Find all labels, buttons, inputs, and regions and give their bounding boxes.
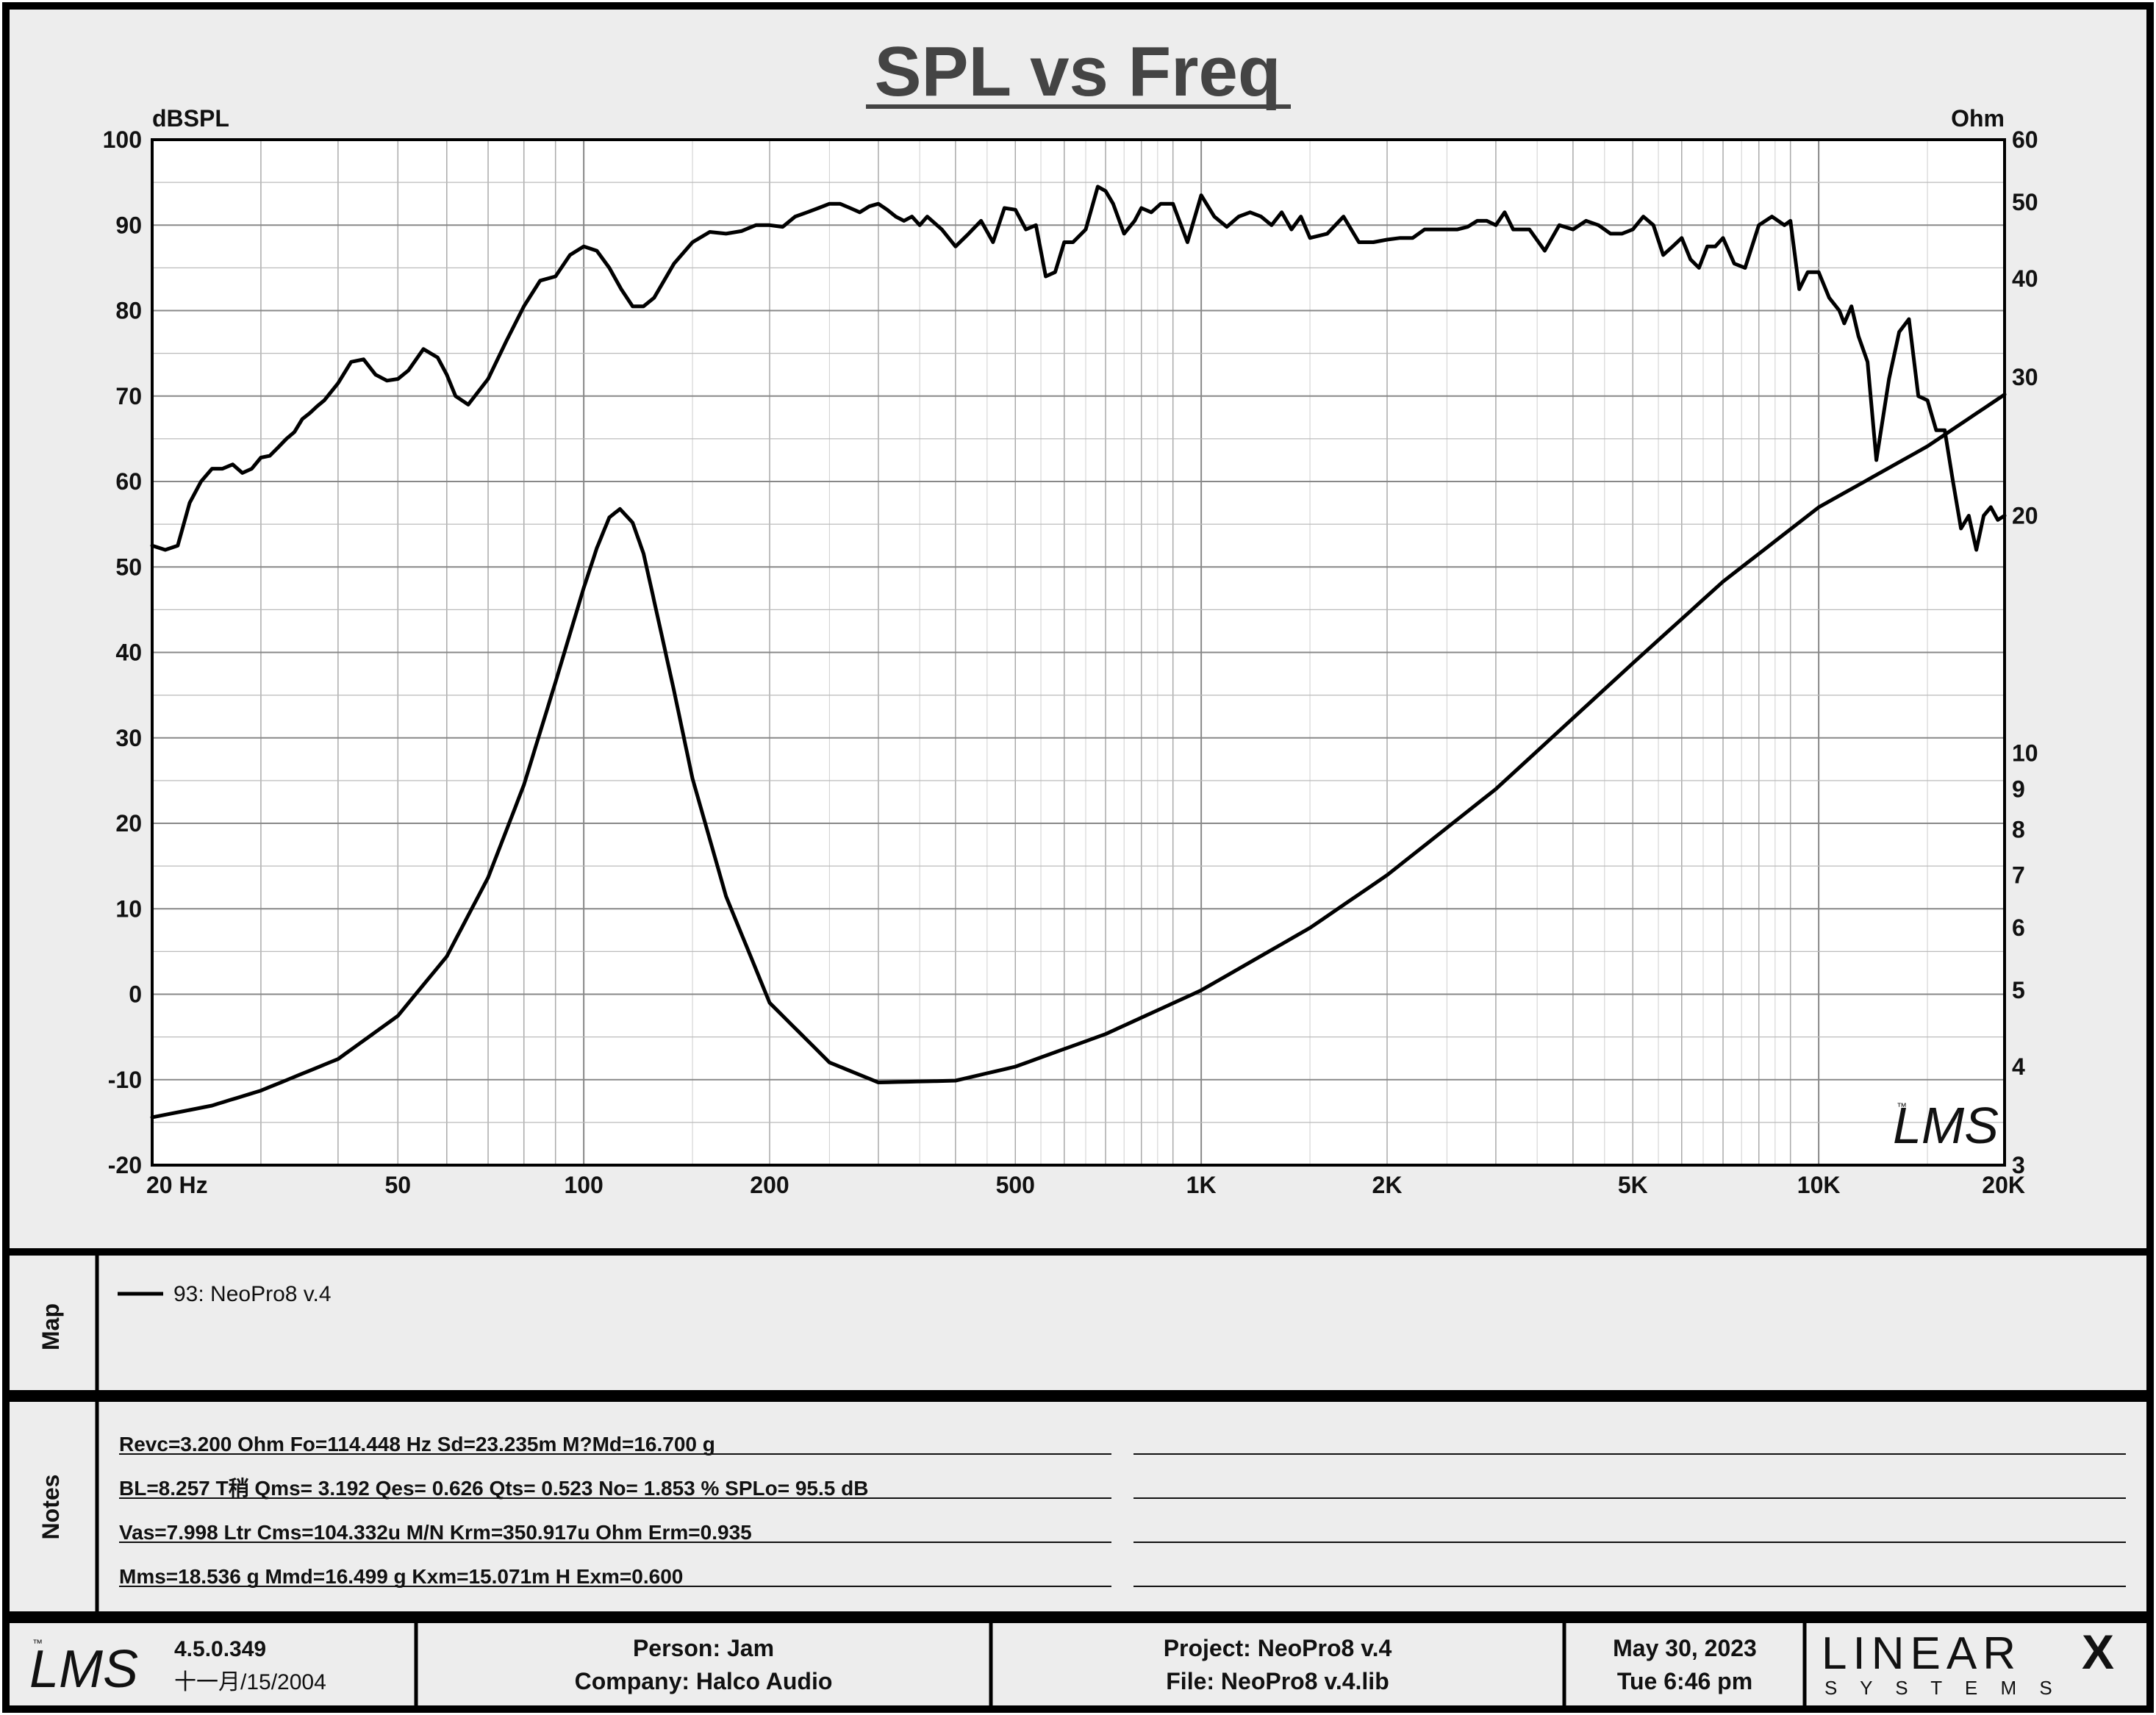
chart-title: SPL vs Freq [874, 32, 1281, 111]
note-line-1: Revc=3.200 Ohm Fo=114.448 Hz Sd=23.235m … [119, 1433, 715, 1456]
y-right-tick-label: 10 [2012, 740, 2038, 766]
project-text: Project: NeoPro8 v.4 [1164, 1635, 1392, 1661]
y-right-tick-label: 40 [2012, 265, 2038, 292]
y-left-tick-label: -10 [108, 1067, 142, 1093]
y-left-axis-label: dBSPL [152, 105, 229, 132]
x-tick-label: 10K [1797, 1172, 1841, 1198]
svg-text:™: ™ [32, 1637, 43, 1649]
time-text: Tue 6:46 pm [1617, 1668, 1752, 1694]
notes-panel [2, 1394, 2154, 1619]
footer-lms-text: LMS [29, 1640, 138, 1699]
y-right-tick-label: 30 [2012, 364, 2038, 390]
build-date-text: 十一月/15/2004 [174, 1670, 326, 1694]
x-tick-label: 1K [1186, 1172, 1217, 1198]
y-left-tick-label: 50 [115, 554, 142, 580]
tm-mark: ™ [1897, 1100, 1907, 1112]
y-right-tick-label: 7 [2012, 862, 2025, 888]
footer-lms-logo: LMS ™ [29, 1637, 138, 1699]
y-left-tick-label: 100 [103, 126, 142, 153]
y-right-tick-label: 6 [2012, 914, 2025, 941]
y-left-tick-label: 40 [115, 640, 142, 666]
y-left-tick-label: 90 [115, 212, 142, 238]
x-tick-label: 500 [996, 1172, 1035, 1198]
y-right-tick-label: 8 [2012, 816, 2025, 842]
y-right-axis-label: Ohm [1951, 105, 2005, 132]
version-text: 4.5.0.349 [174, 1637, 266, 1661]
y-right-tick-label: 50 [2012, 189, 2038, 215]
spl-curve [150, 185, 2007, 552]
brand-main-text: LINEAR [1822, 1628, 2021, 1679]
y-right-tick-label: 20 [2012, 503, 2038, 529]
footer-panel [2, 1616, 2154, 1713]
y-right-tick-label: 60 [2012, 126, 2038, 153]
x-tick-label: 100 [564, 1172, 603, 1198]
x-tick-label: 200 [750, 1172, 789, 1198]
plot-border [151, 138, 2006, 1167]
y-right-tick-label: 5 [2012, 977, 2025, 1003]
brand-sub-text: S Y S T E M S [1824, 1677, 2061, 1699]
y-left-tick-label: 20 [115, 810, 142, 837]
y-left-tick-label: 10 [115, 895, 142, 922]
map-panel [2, 1248, 2154, 1397]
legend-entry: 93: NeoPro8 v.4 [173, 1282, 332, 1306]
linearx-brand-logo: LINEAR X S Y S T E M S [1822, 1625, 2114, 1699]
x-tick-label: 20K [1982, 1172, 2025, 1198]
lms-watermark-logo: LMS ™ [1893, 1097, 1999, 1154]
notes-lines: Revc=3.200 Ohm Fo=114.448 Hz Sd=23.235m … [119, 1433, 2126, 1588]
y-right-tick-labels: 60 50 40 30 20 10 9 8 7 6 5 4 3 [2012, 126, 2038, 1178]
map-label: Map [37, 1303, 64, 1350]
file-text: File: NeoPro8 v.4.lib [1166, 1668, 1389, 1694]
date-text: May 30, 2023 [1613, 1635, 1757, 1661]
y-left-tick-label: 60 [115, 468, 142, 495]
brand-x-text: X [2082, 1625, 2114, 1679]
x-tick-labels: 20 Hz 50 100 200 500 1K 2K 5K 10K 20K [146, 1172, 2025, 1198]
x-tick-label: 20 Hz [146, 1172, 208, 1198]
y-left-tick-label: 30 [115, 725, 142, 751]
impedance-curve [150, 393, 2007, 1120]
y-left-tick-label: 0 [129, 981, 142, 1008]
note-line-2: BL=8.257 T稍 Qms= 3.192 Qes= 0.626 Qts= 0… [119, 1477, 868, 1500]
y-left-tick-label: 80 [115, 298, 142, 324]
note-line-3: Vas=7.998 Ltr Cms=104.332u M/N Krm=350.9… [119, 1521, 752, 1544]
y-left-tick-label: 70 [115, 383, 142, 409]
y-left-tick-label: -20 [108, 1152, 142, 1178]
lms-watermark-text: LMS [1893, 1097, 1999, 1154]
company-text: Company: Halco Audio [575, 1668, 833, 1694]
x-tick-label: 2K [1372, 1172, 1403, 1198]
x-tick-label: 50 [384, 1172, 411, 1198]
y-right-tick-label: 4 [2012, 1053, 2025, 1080]
y-right-tick-label: 3 [2012, 1152, 2025, 1178]
notes-label: Notes [37, 1475, 64, 1540]
x-tick-label: 5K [1618, 1172, 1648, 1198]
y-right-tick-label: 9 [2012, 776, 2025, 802]
note-line-4: Mms=18.536 g Mmd=16.499 g Kxm=15.071m H … [119, 1565, 683, 1588]
person-text: Person: Jam [633, 1635, 774, 1661]
series-group [150, 185, 2007, 1120]
